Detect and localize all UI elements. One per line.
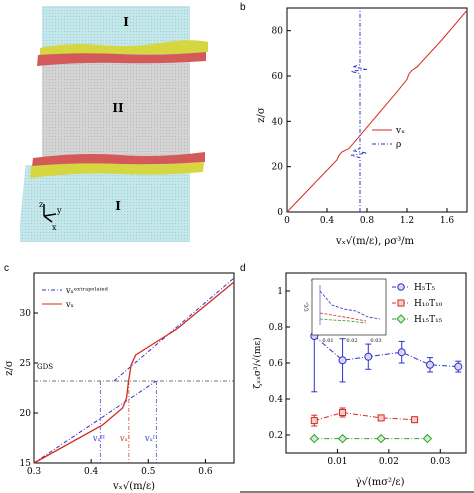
panel-c-chart: 0.3 0.4 0.5 0.6 15 20 25 30 GDS vₓᵉˣᵗʳᵃᵖᵒˡᵃᵗᵉᵈ … — [4, 272, 235, 492]
axis-x-label: x — [52, 223, 57, 232]
panel-c-ylabel: z/σ — [4, 360, 15, 376]
panel-d-xtick-1: 0.02 — [379, 457, 399, 467]
legend-vx-c: vₓ — [65, 300, 74, 309]
panel-c-ytick-0: 15 — [20, 459, 32, 469]
panel-d-series-line-1 — [314, 411, 415, 422]
panel-d-point — [426, 360, 434, 369]
panel-d-ytick-2: 0.6 — [269, 359, 284, 369]
panel-c-legend: vₓᵉˣᵗʳᵃᵖᵒˡᵃᵗᵉᵈ vₓ — [42, 286, 109, 309]
panel-d-point — [454, 362, 463, 371]
top-red-layer — [37, 52, 206, 66]
panel-b-series-0 — [286, 9, 468, 213]
panel-d-letter: d — [240, 263, 246, 274]
panel-b-ytick-0: 0 — [277, 208, 283, 218]
vel-label-I-mid: vₓᴵ — [119, 434, 130, 443]
panel-b-xtick-3: 1.2 — [400, 216, 414, 226]
panel-d-xtick-2: 0.03 — [430, 457, 450, 467]
panel-c-xtick-0: 0.3 — [27, 467, 42, 477]
panel-b-series-1 — [350, 8, 368, 212]
legend-extrapolated: vₓᵉˣᵗʳᵃᵖᵒˡᵃᵗᵉᵈ — [65, 286, 109, 295]
panel-d-ytick-3: 0.8 — [269, 323, 284, 333]
panel-c-ytick-1: 20 — [20, 409, 32, 419]
panel-b-ytick-4: 80 — [272, 27, 284, 37]
legend-vx: vₓ — [395, 126, 405, 136]
axis-z-label: z — [39, 200, 43, 209]
panel-a-snapshot: I II I z y x — [0, 0, 230, 260]
legend-rho: ρ — [396, 140, 401, 150]
panel-c-ytick-3: 30 — [20, 309, 32, 319]
legend-h10t10: H₁₀T₁₀ — [414, 299, 443, 309]
inset-xtick-1: 0.02 — [346, 338, 357, 344]
panel-d-point — [364, 352, 373, 361]
axis-y-label: y — [56, 206, 62, 215]
panel-c-frame — [33, 272, 235, 464]
inset-xtick-0: 0.01 — [322, 338, 333, 344]
panel-c-extrap-lower — [33, 380, 157, 464]
panel-d-point — [422, 433, 433, 444]
panel-d-ytick-1: 0.4 — [269, 395, 284, 405]
panel-b-legend: vₓ ρ — [372, 126, 405, 150]
panel-d-legend: H₅T₅ H₁₀T₁₀ H₁₅T₁₅ — [392, 283, 443, 325]
panel-d-ytick-4: 1 — [277, 287, 283, 297]
panel-c-vx-line — [33, 281, 235, 464]
vel-label-II: vₓᴵᴵ — [92, 434, 105, 443]
axes-triad-icon: z y x — [39, 200, 62, 232]
panel-d-xtick-0: 0.01 — [327, 457, 347, 467]
panel-b-xtick-1: 0.4 — [320, 216, 335, 226]
gds-label: GDS — [37, 363, 53, 371]
inset-ylabel: ζ/ζ₀ — [304, 302, 310, 311]
inset-xtick-2: 0.03 — [370, 338, 381, 344]
panel-d-chart: 0.01 0.02 0.03 0.2 0.4 0.6 0.8 1 ζ/ζ₀ 0.01 0.02… — [240, 272, 474, 493]
region-label-middle: II — [112, 101, 124, 115]
panel-c-xlabel: vₓ√(m/ε) — [112, 481, 155, 492]
panel-d-ylabel: ζₓₓσ³/√(mε) — [252, 337, 263, 388]
panel-b-xtick-4: 1.6 — [440, 216, 455, 226]
legend-h15t15: H₁₅T₁₅ — [414, 315, 443, 325]
panel-d-point — [339, 409, 347, 416]
panel-d-point — [377, 414, 385, 422]
panel-d-point — [397, 348, 406, 357]
panel-d-point — [411, 416, 419, 424]
legend-h5t5: H₅T₅ — [414, 283, 435, 293]
panel-c-extrap-upper — [113, 277, 235, 382]
panel-d-point — [376, 433, 386, 444]
panel-b-xtick-2: 0.8 — [360, 216, 375, 226]
panel-d-ytick-0: 0.2 — [269, 431, 283, 441]
panel-d-point — [338, 356, 347, 365]
panel-b-ytick-2: 40 — [272, 117, 284, 127]
panel-d-point — [310, 417, 318, 425]
vel-label-I-right: vₓᴵ — [144, 434, 155, 443]
panel-b-ytick-1: 20 — [272, 163, 284, 173]
panel-d-series-line-0 — [313, 335, 459, 368]
panel-b-xtick-0: 0 — [284, 216, 290, 226]
panel-d-point — [309, 433, 319, 444]
panel-b-frame — [286, 7, 468, 213]
region-label-bottom: I — [115, 199, 121, 213]
panel-c-xtick-1: 0.4 — [84, 467, 99, 477]
panel-c-ytick-2: 25 — [20, 359, 32, 369]
panel-b-letter: b — [240, 2, 246, 13]
panel-b-ylabel: z/σ — [256, 107, 267, 123]
panel-c-xtick-3: 0.6 — [198, 467, 213, 477]
panel-b-ytick-3: 60 — [272, 72, 284, 82]
panel-c-letter: c — [4, 263, 9, 274]
panel-b-chart: 0 0.4 0.8 1.2 1.6 0 20 40 60 80 vₓ ρ z/σ vₓ√(m/ε)… — [256, 7, 468, 247]
panel-d-inset: ζ/ζ₀ 0.01 0.02 0.03 — [304, 278, 387, 344]
bottom-red-layer — [32, 152, 205, 167]
panel-d-point — [337, 433, 348, 444]
panel-c-xtick-2: 0.5 — [141, 467, 156, 477]
bottom-yellow-layer — [30, 162, 204, 178]
panel-d-xlabel: γ̇√(mσ²/ε) — [355, 477, 404, 488]
panel-b-xlabel: vₓ√(m/ε), ρσ³/m — [335, 236, 415, 247]
region-label-top: I — [123, 15, 129, 29]
